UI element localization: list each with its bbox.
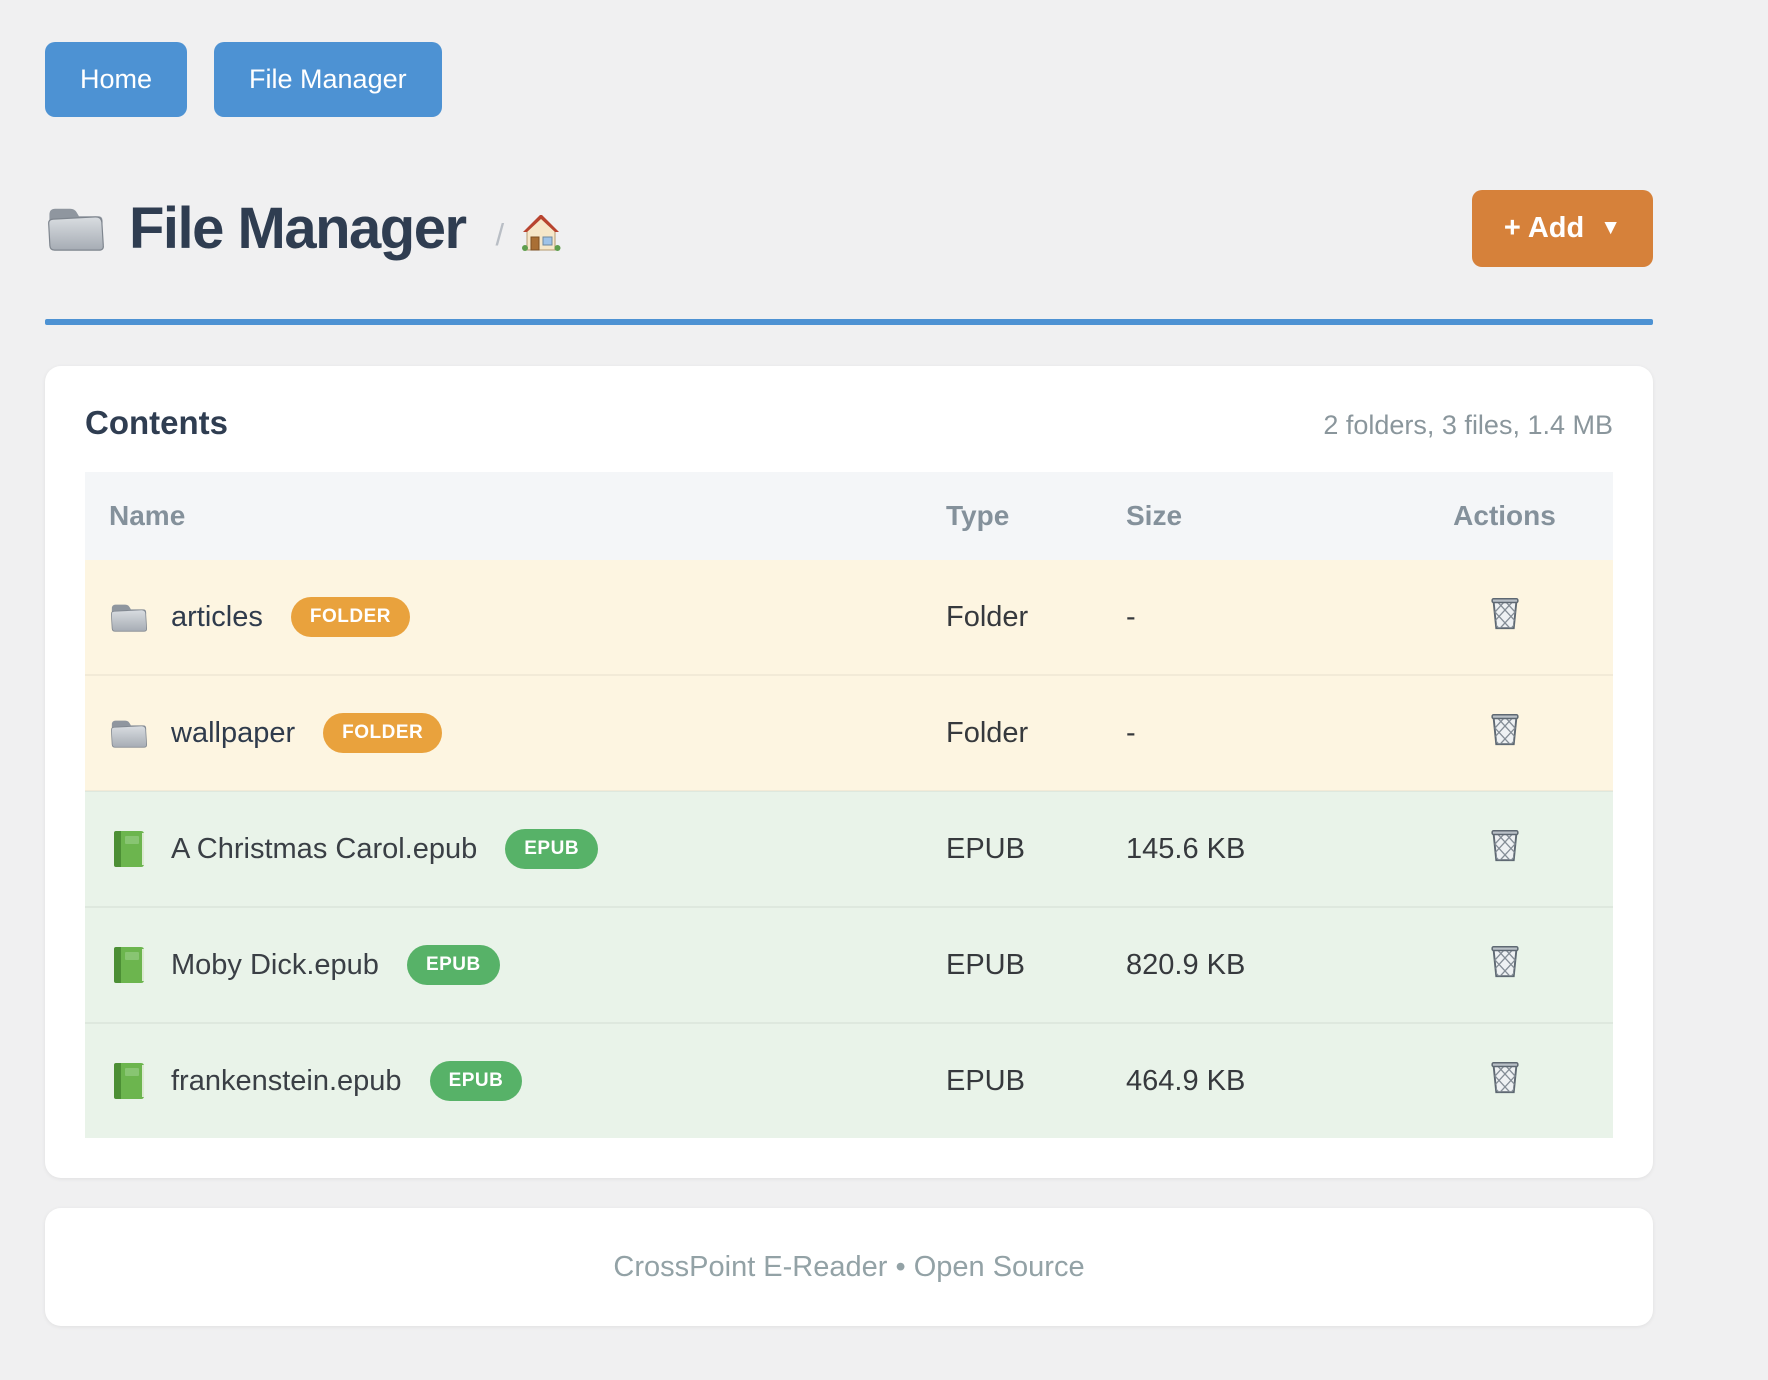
trash-icon	[1488, 710, 1522, 748]
header-divider	[45, 319, 1653, 325]
entry-name[interactable]: articles	[171, 600, 263, 633]
trash-icon	[1488, 1058, 1522, 1096]
delete-button[interactable]	[1488, 710, 1522, 748]
files-table: Name Type Size Actions articles FOLDER F…	[85, 472, 1613, 1138]
files-table-head: Name Type Size Actions	[85, 472, 1613, 560]
add-button[interactable]: + Add ▼	[1471, 189, 1653, 267]
page-container: Home File Manager File Manager / + Add ▼…	[45, 0, 1653, 1326]
type-cell: EPUB	[946, 1064, 1025, 1097]
trash-icon	[1488, 594, 1522, 632]
entry-name[interactable]: Moby Dick.epub	[171, 948, 379, 981]
folder-icon	[110, 720, 148, 748]
contents-title: Contents	[85, 404, 228, 441]
file-manager-button[interactable]: File Manager	[214, 42, 442, 117]
green-book-icon	[114, 831, 144, 867]
size-cell: -	[1126, 675, 1396, 792]
delete-button[interactable]	[1488, 826, 1522, 864]
top-nav: Home File Manager	[45, 42, 1653, 117]
type-badge: EPUB	[505, 829, 599, 869]
delete-button[interactable]	[1488, 1058, 1522, 1096]
size-cell: 464.9 KB	[1126, 1064, 1246, 1097]
table-row: Moby Dick.epub EPUB EPUB 820.9 KB	[85, 907, 1613, 1024]
folder-icon	[110, 604, 148, 632]
entry-name[interactable]: frankenstein.epub	[171, 1064, 402, 1097]
type-badge: EPUB	[406, 945, 500, 985]
entry-name[interactable]: A Christmas Carol.epub	[171, 832, 478, 865]
footer: CrossPoint E-Reader • Open Source	[45, 1208, 1653, 1326]
table-row: articles FOLDER Folder -	[85, 560, 1613, 676]
type-badge: EPUB	[429, 1061, 523, 1101]
house-icon[interactable]	[520, 212, 562, 254]
size-cell: 820.9 KB	[1126, 907, 1396, 1024]
footer-text: CrossPoint E-Reader • Open Source	[613, 1250, 1085, 1283]
column-header-actions: Actions	[1396, 472, 1613, 560]
breadcrumb-separator: /	[495, 217, 505, 252]
delete-button[interactable]	[1488, 594, 1522, 632]
files-table-body: articles FOLDER Folder - wallpaper FOLDE…	[85, 560, 1613, 1138]
page-header: File Manager / + Add ▼	[45, 187, 1653, 269]
table-row: wallpaper FOLDER Folder -	[85, 675, 1613, 792]
green-book-icon	[114, 1063, 144, 1099]
size-cell: 145.6 KB	[1126, 791, 1396, 908]
type-cell: Folder	[946, 675, 1126, 792]
type-cell: EPUB	[946, 791, 1126, 908]
type-cell: EPUB	[946, 907, 1126, 1024]
chevron-down-icon: ▼	[1600, 216, 1621, 239]
table-row: A Christmas Carol.epub EPUB EPUB 145.6 K…	[85, 791, 1613, 908]
folder-icon	[48, 208, 104, 251]
contents-card: Contents 2 folders, 3 files, 1.4 MB Name…	[45, 366, 1653, 1178]
column-header-size: Size	[1126, 472, 1396, 560]
trash-icon	[1488, 826, 1522, 864]
contents-summary: 2 folders, 3 files, 1.4 MB	[1323, 410, 1613, 440]
page-title: File Manager	[129, 195, 467, 261]
entry-name[interactable]: wallpaper	[171, 716, 296, 749]
delete-button[interactable]	[1488, 942, 1522, 980]
trash-icon	[1488, 942, 1522, 980]
type-cell: Folder	[946, 560, 1126, 676]
home-button[interactable]: Home	[45, 42, 188, 117]
column-header-type: Type	[946, 472, 1126, 560]
size-cell: -	[1126, 560, 1396, 676]
type-badge: FOLDER	[323, 713, 443, 753]
column-header-name: Name	[85, 472, 946, 560]
green-book-icon	[114, 947, 144, 983]
type-badge: FOLDER	[290, 597, 410, 637]
contents-card-header: Contents 2 folders, 3 files, 1.4 MB	[85, 404, 1613, 442]
table-row: frankenstein.epub EPUB EPUB 464.9 KB	[85, 1023, 1613, 1138]
add-button-label: + Add	[1503, 211, 1585, 244]
